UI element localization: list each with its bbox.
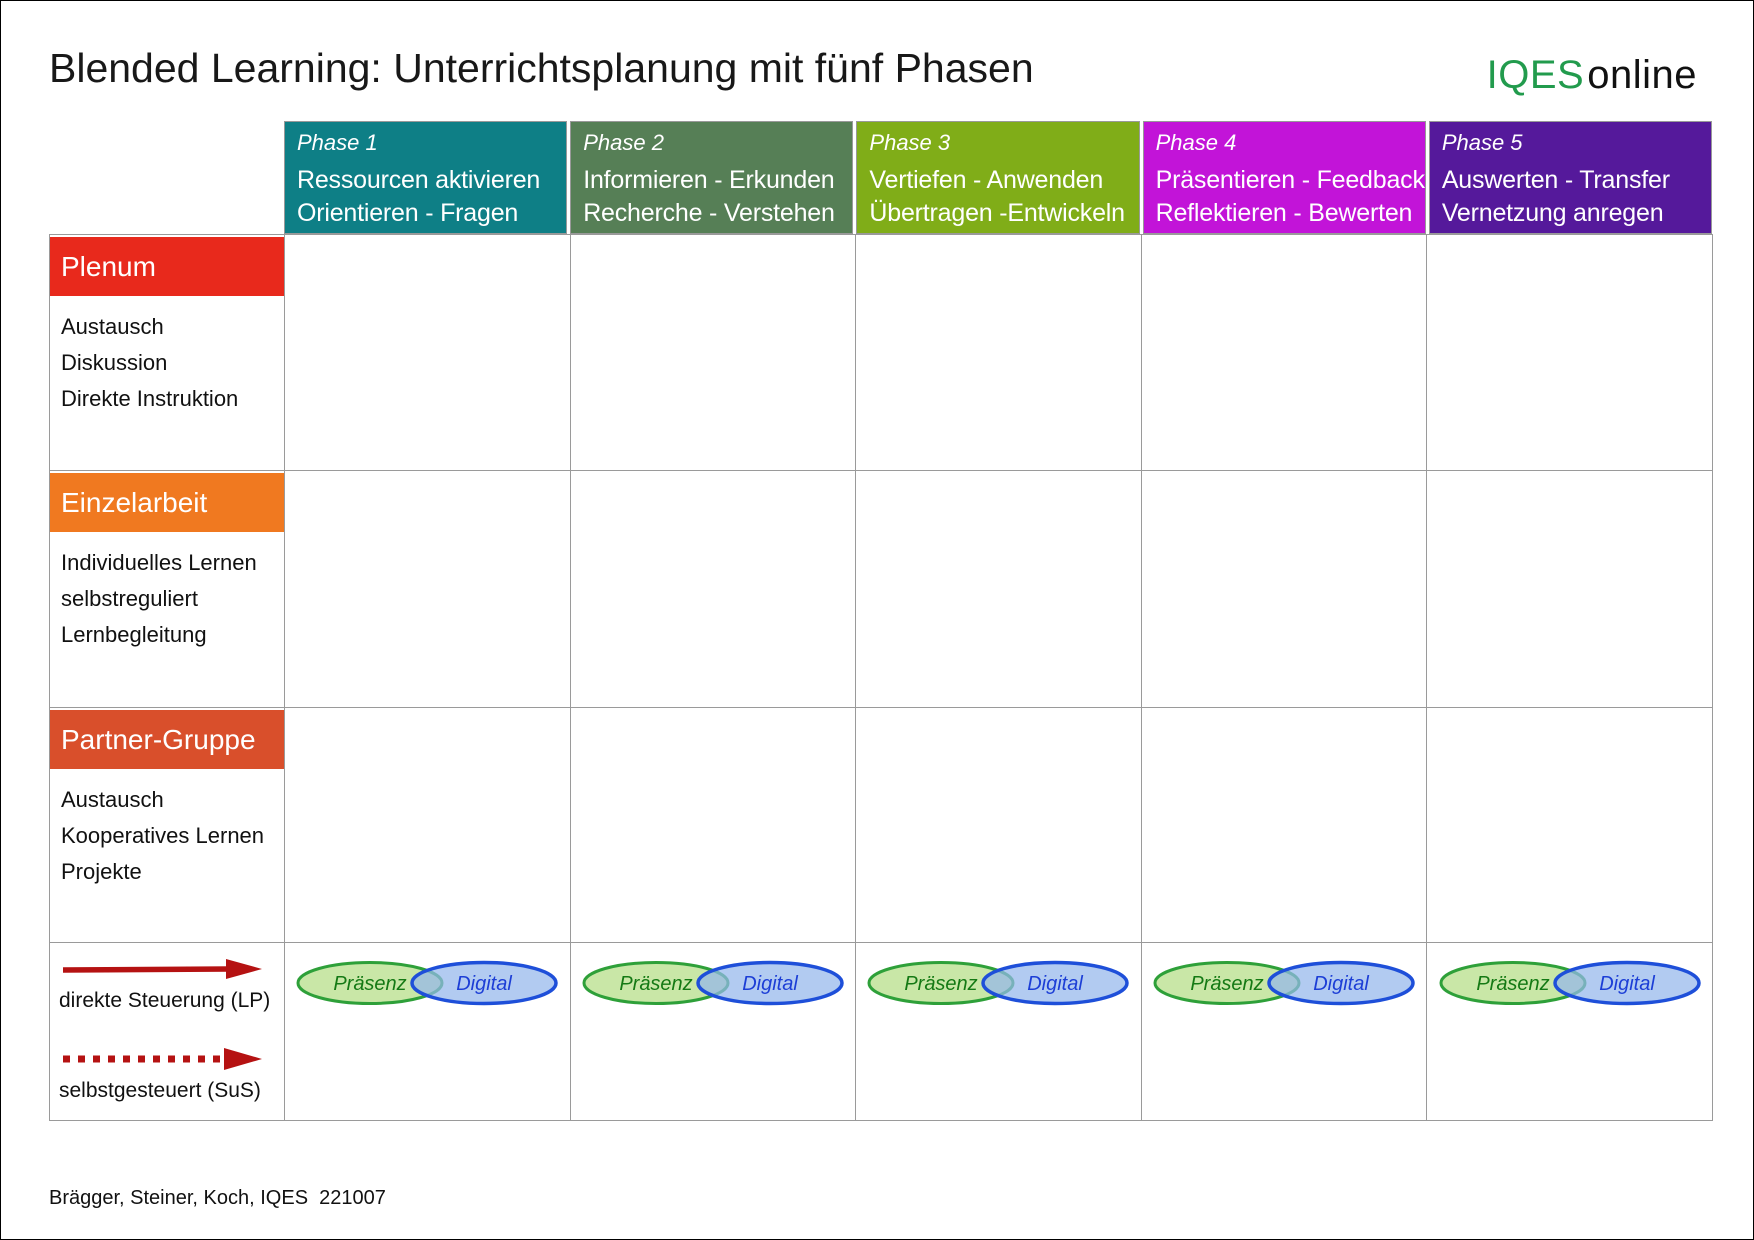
partner-gruppe-item: Projekte [61, 859, 142, 884]
digital-label: Digital [1028, 973, 1084, 995]
partner-gruppe-item: Austausch [61, 787, 164, 812]
venn-cell-phase3: Präsenz Digital [856, 943, 1141, 1120]
venn-cell-phase5: Präsenz Digital [1427, 943, 1712, 1120]
phase-5-number: Phase 5 [1441, 130, 1523, 155]
presence-label: Präsenz [1190, 973, 1263, 995]
presence-digital-venn: Präsenz Digital [582, 960, 844, 1006]
logo-text-online: online [1587, 53, 1697, 97]
matrix-cell-partner-phase4 [1141, 708, 1427, 942]
matrix-cell-partner-phase3 [856, 708, 1141, 942]
matrix-cell-plenum-phase5 [1427, 235, 1712, 470]
matrix-cell-einzelarbeit-phase4 [1141, 471, 1427, 707]
matrix-cell-einzelarbeit-phase1 [285, 471, 570, 707]
row-plenum-label-cell: Plenum Austausch Diskussion Direkte Inst… [50, 235, 284, 470]
presence-digital-venn: Präsenz Digital [1439, 960, 1701, 1006]
matrix-cell-plenum-phase1 [285, 235, 570, 470]
matrix-cell-partner-phase2 [570, 708, 856, 942]
plenum-item: Direkte Instruktion [61, 386, 239, 411]
phase-2-line1: Informieren - Erkunden [583, 166, 835, 194]
row-header-partner-gruppe: Partner-Gruppe [50, 710, 284, 769]
row-header-einzelarbeit: Einzelarbeit [50, 473, 284, 532]
logo-text-iqes: IQES [1486, 53, 1585, 97]
phase-4-line1: Präsentieren - Feedback [1155, 166, 1425, 194]
matrix-cell-plenum-phase3 [856, 235, 1141, 470]
row-header-plenum: Plenum [50, 237, 284, 296]
page-title: Blended Learning: Unterrichtsplanung mit… [49, 45, 1034, 91]
solid-arrow-label: direkte Steuerung (LP) [59, 989, 271, 1012]
digital-label: Digital [1313, 973, 1369, 995]
phase-1-line1: Ressourcen aktivieren [297, 166, 541, 194]
phase-5-line1: Auswerten - Transfer [1441, 166, 1670, 194]
presence-digital-venn: Präsenz Digital [867, 960, 1130, 1006]
phase-2-number: Phase 2 [583, 130, 664, 155]
row-partner-gruppe-label-cell: Partner-Gruppe Austausch Kooperatives Le… [50, 708, 284, 942]
matrix-cell-einzelarbeit-phase2 [570, 471, 856, 707]
phase-5-header: Phase 5 Auswerten - Transfer Vernetzung … [1428, 121, 1713, 234]
matrix-cell-partner-phase1 [285, 708, 570, 942]
phase-header-row: Phase 1 Ressourcen aktivieren Orientiere… [284, 121, 1713, 234]
einzelarbeit-item: Lernbegleitung [61, 622, 207, 647]
phase-5-line2: Vernetzung anregen [1441, 199, 1664, 227]
venn-cell-phase2: Präsenz Digital [570, 943, 856, 1120]
digital-label: Digital [457, 973, 513, 995]
steering-legend-cell: direkte Steuerung (LP) selbstgesteuert (… [50, 943, 284, 1120]
einzelarbeit-item: Individuelles Lernen [61, 550, 257, 575]
phase-3-line2: Übertragen -Entwickeln [869, 199, 1125, 227]
planning-matrix: Plenum Austausch Diskussion Direkte Inst… [49, 234, 1713, 1121]
phase-3-line1: Vertiefen - Anwenden [869, 166, 1104, 194]
presence-digital-venn: Präsenz Digital [296, 960, 559, 1006]
credits-footer: Brägger, Steiner, Koch, IQES 221007 [49, 1187, 386, 1209]
phase-4-line2: Reflektieren - Bewerten [1155, 199, 1413, 227]
partner-gruppe-item: Kooperatives Lernen [61, 823, 265, 848]
phase-3-header: Phase 3 Vertiefen - Anwenden Übertragen … [856, 121, 1140, 234]
plenum-items: Austausch Diskussion Direkte Instruktion [50, 296, 284, 417]
presence-label: Präsenz [905, 973, 978, 995]
dotted-arrow-icon [63, 1048, 262, 1070]
presence-digital-venn: Präsenz Digital [1153, 960, 1415, 1006]
partner-gruppe-items: Austausch Kooperatives Lernen Projekte [50, 769, 284, 890]
phase-2-header: Phase 2 Informieren - Erkunden Recherche… [570, 121, 854, 234]
einzelarbeit-items: Individuelles Lernen selbstreguliert Ler… [50, 532, 284, 653]
presence-label: Präsenz [1476, 973, 1549, 995]
digital-label: Digital [742, 973, 798, 995]
venn-cell-phase4: Präsenz Digital [1141, 943, 1427, 1120]
plenum-item: Diskussion [61, 350, 168, 375]
plenum-item: Austausch [61, 314, 164, 339]
matrix-cell-einzelarbeit-phase3 [856, 471, 1141, 707]
phase-1-header: Phase 1 Ressourcen aktivieren Orientiere… [284, 121, 568, 234]
matrix-cell-plenum-phase2 [570, 235, 856, 470]
presence-label: Präsenz [619, 973, 692, 995]
phase-4-header: Phase 4 Präsentieren - Feedback Reflekti… [1142, 121, 1426, 234]
phase-2-line2: Recherche - Verstehen [583, 199, 835, 227]
phase-1-number: Phase 1 [297, 130, 378, 155]
row-einzelarbeit-label-cell: Einzelarbeit Individuelles Lernen selbst… [50, 471, 284, 707]
solid-arrow-icon [62, 959, 262, 979]
presence-label: Präsenz [334, 973, 407, 995]
einzelarbeit-item: selbstreguliert [61, 586, 198, 611]
venn-cell-phase1: Präsenz Digital [285, 943, 570, 1120]
phase-1-line2: Orientieren - Fragen [297, 199, 519, 227]
matrix-cell-plenum-phase4 [1141, 235, 1427, 470]
phase-3-number: Phase 3 [869, 130, 951, 155]
dotted-arrow-label: selbstgesteuert (SuS) [59, 1079, 261, 1102]
matrix-cell-einzelarbeit-phase5 [1427, 471, 1712, 707]
iqes-online-logo: IQESonline [1487, 53, 1697, 98]
matrix-cell-partner-phase5 [1427, 708, 1712, 942]
phase-4-number: Phase 4 [1155, 130, 1237, 155]
digital-label: Digital [1599, 973, 1655, 995]
